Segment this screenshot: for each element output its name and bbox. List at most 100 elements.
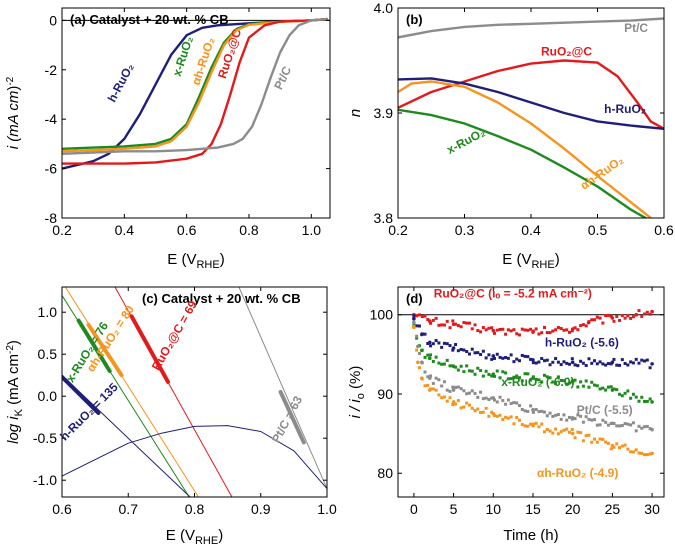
data-point: [515, 401, 519, 405]
data-point: [506, 398, 510, 402]
data-point: [584, 379, 588, 383]
data-point: [456, 399, 460, 403]
data-point: [604, 440, 608, 444]
x-tick-label: 0.6: [654, 222, 674, 238]
data-point: [626, 447, 630, 451]
data-point: [473, 323, 477, 327]
data-point: [540, 357, 544, 361]
data-point: [581, 420, 585, 424]
annotation-h-ruo: h-RuO₂: [604, 102, 646, 116]
data-point: [556, 360, 560, 364]
series-point: [412, 316, 416, 321]
data-point: [631, 421, 635, 425]
series-point: [420, 348, 424, 353]
data-point: [576, 364, 580, 368]
data-point: [470, 406, 474, 410]
y-tick-label: 80: [377, 465, 393, 481]
data-point: [542, 359, 546, 363]
series-point: [451, 322, 456, 327]
data-point: [523, 354, 527, 358]
data-point: [434, 355, 438, 359]
data-point: [601, 321, 605, 325]
data-point: [445, 358, 449, 362]
data-point: [615, 315, 619, 319]
data-point: [568, 430, 572, 434]
y-tick-label: -1.0: [33, 472, 57, 488]
series-point: [610, 421, 615, 426]
data-point: [606, 313, 610, 317]
data-point: [498, 355, 502, 359]
panel-a: 0.2 0.4 0.6 0.8 1.0 -8 -6 -4 -2 0 (a) Catalyst + 2…: [5, 7, 331, 271]
series-point: [451, 346, 456, 350]
data-point: [590, 380, 594, 384]
panel-d: 0 5 10 15 20 25 30 80 90 100 (d) Time (h) i / io (%)…: [347, 286, 665, 544]
data-point: [417, 366, 421, 370]
data-point: [492, 414, 496, 418]
data-point: [548, 411, 552, 415]
series-point: [531, 423, 535, 428]
series-h-ruo-tafel: [62, 374, 101, 415]
data-point: [526, 355, 530, 359]
data-point: [534, 421, 538, 425]
data-point: [562, 428, 566, 432]
data-point: [537, 378, 541, 382]
data-point: [643, 359, 647, 363]
data-point: [562, 360, 566, 364]
y-tick-label: -0.5: [33, 430, 57, 446]
data-point: [576, 413, 580, 417]
series-point: [420, 332, 424, 337]
data-point: [631, 315, 635, 319]
data-point: [579, 414, 583, 418]
data-point: [601, 362, 605, 366]
data-point: [606, 441, 610, 445]
data-point: [548, 363, 552, 367]
series-point: [531, 376, 535, 380]
data-point: [551, 414, 555, 418]
annotation-pt-c: Pt/C: [624, 21, 648, 35]
data-point: [545, 427, 549, 431]
data-point: [562, 413, 566, 417]
data-point: [545, 331, 549, 335]
data-point: [645, 310, 649, 314]
data-point: [618, 392, 622, 396]
data-point: [490, 410, 494, 414]
data-point: [526, 372, 530, 376]
series-point: [427, 376, 432, 380]
data-point: [634, 395, 638, 399]
series-ruo-c-tafel: [129, 314, 170, 384]
x-axis-label: Time (h): [503, 527, 558, 544]
data-point: [512, 422, 516, 426]
data-point: [415, 348, 419, 352]
data-point: [618, 363, 622, 367]
data-point: [420, 315, 424, 319]
data-point: [412, 314, 416, 318]
data-point: [537, 410, 541, 414]
data-point: [484, 328, 488, 332]
data-point: [492, 398, 496, 402]
data-point: [554, 413, 558, 417]
plot-area: [62, 17, 329, 170]
panel-title: (a) Catalyst + 20 wt. % CB: [70, 12, 229, 27]
data-point: [590, 440, 594, 444]
data-point: [487, 372, 491, 376]
data-point: [429, 374, 433, 378]
data-point: [473, 351, 477, 355]
data-point: [634, 357, 638, 361]
y-tick-label: -4: [45, 111, 58, 127]
data-point: [462, 321, 466, 325]
annotation-h-ruo-4-9: αh-RuO₂ (-4.9): [537, 466, 618, 480]
data-point: [581, 323, 585, 327]
x-axis-label: E (VRHE): [502, 251, 559, 271]
data-point: [537, 332, 541, 336]
data-point: [426, 353, 430, 357]
data-point: [465, 364, 469, 368]
series-point: [531, 408, 535, 412]
data-point: [542, 373, 546, 377]
data-point: [476, 395, 480, 399]
data-point: [504, 332, 508, 336]
series-point: [610, 360, 615, 365]
axes-frame: [61, 7, 331, 219]
data-point: [565, 328, 569, 332]
data-point: [640, 395, 644, 399]
